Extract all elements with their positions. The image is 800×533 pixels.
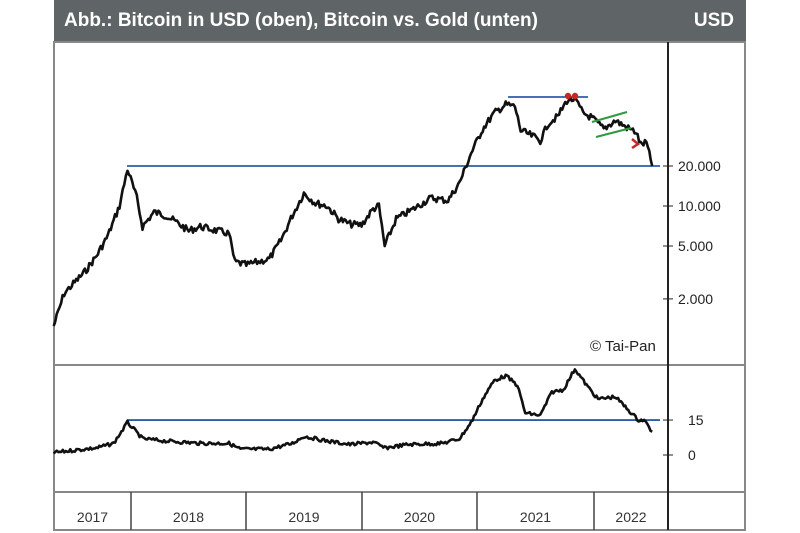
year-label-2019: 2019 — [288, 509, 319, 525]
year-label-2021: 2021 — [520, 509, 551, 525]
y-tick-label: 2.000 — [678, 291, 713, 307]
double-top-marker — [571, 92, 579, 100]
y-tick-label: 20.000 — [678, 158, 721, 174]
year-label-2018: 2018 — [173, 509, 204, 525]
flag-lower-line — [595, 127, 632, 138]
chart-header: Abb.: Bitcoin in USD (oben), Bitcoin vs.… — [54, 0, 746, 42]
y-tick-label: 5.000 — [678, 238, 713, 254]
y-tick-label: 0 — [688, 447, 696, 463]
bitcoin-usd-line — [52, 94, 654, 327]
unit-label: USD — [693, 10, 734, 31]
copyright-label: © Tai-Pan — [590, 338, 656, 355]
bitcoin-gold-line — [52, 368, 653, 455]
breakdown-marker — [631, 138, 641, 150]
y-tick-label: 15 — [688, 412, 704, 428]
double-top-marker — [564, 92, 572, 100]
chart-frame — [53, 41, 746, 531]
year-label-2020: 2020 — [404, 509, 435, 525]
flag-upper-line — [591, 111, 628, 123]
year-label-2022: 2022 — [615, 509, 646, 525]
year-label-2017: 2017 — [77, 509, 108, 525]
chart-title: Abb.: Bitcoin in USD (oben), Bitcoin vs.… — [64, 10, 538, 31]
y-tick-label: 10.000 — [678, 198, 721, 214]
